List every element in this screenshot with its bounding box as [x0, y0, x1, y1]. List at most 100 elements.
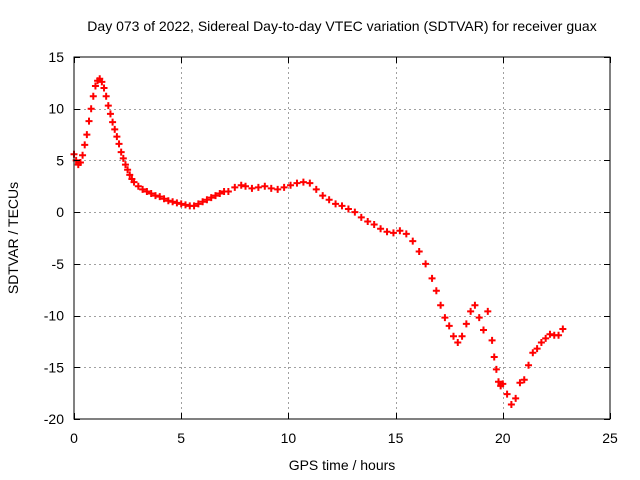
data-point	[194, 200, 202, 208]
data-point	[104, 102, 112, 110]
data-point	[248, 184, 256, 192]
data-point	[79, 151, 87, 159]
y-tick-labels: 15 10 5 0 -5 -10 -15 -20	[44, 49, 64, 427]
data-point	[207, 194, 215, 202]
y-tick-label: 10	[48, 101, 64, 117]
data-point	[312, 185, 320, 193]
axis-ticks	[74, 57, 611, 420]
data-point	[139, 185, 147, 193]
data-point	[160, 195, 168, 203]
data-point	[100, 84, 108, 92]
data-point	[396, 227, 404, 235]
data-point	[546, 330, 554, 338]
x-tick-label: 20	[495, 430, 511, 446]
data-point	[467, 307, 475, 315]
data-point	[280, 183, 288, 191]
data-point	[389, 229, 397, 237]
data-point	[364, 217, 372, 225]
data-point	[216, 190, 224, 198]
data-point	[111, 125, 119, 133]
data-point	[143, 187, 151, 195]
data-point	[529, 349, 537, 357]
chart-title: Day 073 of 2022, Sidereal Day-to-day VTE…	[87, 18, 596, 34]
data-point	[299, 178, 307, 186]
data-point	[475, 314, 483, 322]
y-tick-label: 0	[56, 204, 64, 220]
data-point	[370, 221, 378, 229]
data-point	[306, 179, 314, 187]
data-point	[134, 182, 142, 190]
data-point	[402, 230, 410, 238]
x-tick-label: 25	[602, 430, 618, 446]
data-point	[357, 213, 365, 221]
x-tick-label: 10	[281, 430, 297, 446]
data-point	[293, 179, 301, 187]
data-point	[415, 247, 423, 255]
data-point	[151, 192, 159, 200]
data-point	[124, 166, 132, 174]
data-point	[503, 390, 511, 398]
y-tick-label: 15	[48, 49, 64, 65]
x-tick-labels: 0 5 10 15 20 25	[70, 430, 618, 446]
data-point	[325, 196, 333, 204]
plot-frame	[73, 56, 611, 420]
data-point	[409, 237, 417, 245]
data-point	[462, 320, 470, 328]
data-point	[89, 92, 97, 100]
data-point	[287, 181, 295, 189]
data-point	[169, 198, 177, 206]
data-point	[520, 376, 528, 384]
data-point	[181, 201, 189, 209]
data-point	[102, 92, 110, 100]
data-point	[542, 334, 550, 342]
data-point	[537, 338, 545, 346]
data-point	[98, 78, 106, 86]
y-tick-label: 5	[56, 152, 64, 168]
data-point	[445, 322, 453, 330]
data-point	[156, 193, 164, 201]
data-point	[261, 182, 269, 190]
data-point	[437, 301, 445, 309]
data-point	[87, 105, 95, 113]
data-point	[212, 192, 220, 200]
data-point	[441, 314, 449, 322]
y-tick-label: -20	[44, 411, 64, 427]
data-point	[484, 307, 492, 315]
data-point	[106, 110, 114, 118]
data-point	[555, 331, 563, 339]
data-point	[344, 205, 352, 213]
data-point	[338, 202, 346, 210]
data-point	[332, 200, 340, 208]
data-point	[237, 181, 245, 189]
data-point	[351, 208, 359, 216]
data-point	[224, 187, 232, 195]
data-point	[428, 274, 436, 282]
data-point	[177, 200, 185, 208]
data-point	[319, 192, 327, 200]
data-point	[130, 178, 138, 186]
data-point	[147, 190, 155, 198]
x-tick-label: 15	[388, 430, 404, 446]
data-point	[492, 365, 500, 373]
data-point	[173, 199, 181, 207]
data-point	[432, 287, 440, 295]
data-point	[525, 361, 533, 369]
data-point	[199, 198, 207, 206]
data-point	[422, 260, 430, 268]
data-point	[559, 325, 567, 333]
grid-lines	[74, 57, 610, 419]
y-tick-label: -10	[44, 308, 64, 324]
data-point	[516, 379, 524, 387]
x-tick-label: 5	[177, 430, 185, 446]
x-tick-label: 0	[70, 430, 78, 446]
data-point	[121, 161, 129, 169]
data-point	[499, 380, 507, 388]
data-point	[512, 394, 520, 402]
data-point	[115, 140, 123, 148]
data-point	[254, 183, 262, 191]
data-point	[117, 148, 125, 156]
data-point	[377, 225, 385, 233]
data-point	[231, 183, 239, 191]
data-point	[449, 332, 457, 340]
